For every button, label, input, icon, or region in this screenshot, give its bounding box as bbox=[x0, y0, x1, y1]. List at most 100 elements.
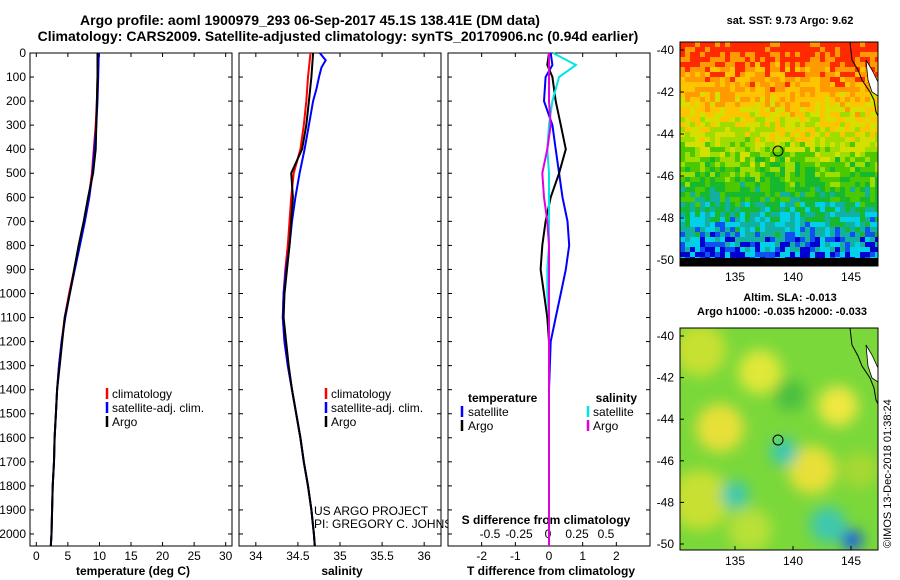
sst-pixel bbox=[725, 127, 730, 132]
sst-pixel bbox=[750, 82, 755, 87]
sst-pixel bbox=[705, 117, 710, 122]
map-y-tick-label: -46 bbox=[657, 169, 675, 183]
sst-pixel bbox=[710, 177, 715, 182]
sst-pixel bbox=[790, 157, 795, 162]
sst-pixel bbox=[695, 52, 700, 57]
sst-pixel bbox=[730, 147, 735, 152]
sst-pixel bbox=[735, 247, 740, 252]
sst-pixel bbox=[705, 157, 710, 162]
sst-pixel bbox=[695, 112, 700, 117]
sst-pixel bbox=[810, 222, 815, 227]
sst-pixel bbox=[775, 182, 780, 187]
sst-pixel bbox=[725, 102, 730, 107]
sst-pixel bbox=[725, 72, 730, 77]
sst-pixel bbox=[820, 197, 825, 202]
sst-pixel bbox=[860, 97, 865, 102]
sst-pixel bbox=[790, 117, 795, 122]
sst-pixel bbox=[700, 52, 705, 57]
sst-pixel bbox=[830, 232, 835, 237]
sst-pixel bbox=[765, 242, 770, 247]
sst-pixel bbox=[795, 102, 800, 107]
sst-pixel bbox=[850, 47, 855, 52]
sst-pixel bbox=[800, 67, 805, 72]
sst-pixel bbox=[830, 47, 835, 52]
sst-pixel bbox=[770, 212, 775, 217]
sst-pixel bbox=[805, 182, 810, 187]
sst-pixel bbox=[875, 242, 878, 247]
sst-pixel bbox=[725, 222, 730, 227]
sst-pixel bbox=[860, 232, 865, 237]
sst-mask bbox=[680, 258, 878, 266]
sst-pixel bbox=[830, 177, 835, 182]
sst-pixel bbox=[810, 47, 815, 52]
sst-pixel bbox=[695, 187, 700, 192]
sst-pixel bbox=[770, 227, 775, 232]
sst-pixel bbox=[700, 112, 705, 117]
sst-pixel bbox=[735, 97, 740, 102]
sst-pixel bbox=[835, 157, 840, 162]
sst-pixel bbox=[785, 67, 790, 72]
sst-pixel bbox=[720, 222, 725, 227]
sst-pixel bbox=[760, 117, 765, 122]
sst-pixel bbox=[690, 252, 695, 257]
sst-pixel bbox=[810, 202, 815, 207]
sst-pixel bbox=[860, 172, 865, 177]
sst-pixel bbox=[815, 127, 820, 132]
sst-pixel bbox=[760, 72, 765, 77]
sst-pixel bbox=[715, 97, 720, 102]
sst-pixel bbox=[790, 102, 795, 107]
sst-pixel bbox=[770, 162, 775, 167]
sst-pixel bbox=[750, 157, 755, 162]
sst-pixel bbox=[770, 52, 775, 57]
legend-entry: satellite bbox=[468, 405, 509, 419]
sst-pixel bbox=[695, 252, 700, 257]
sst-pixel bbox=[680, 152, 685, 157]
sst-pixel bbox=[715, 42, 720, 47]
sst-pixel bbox=[700, 127, 705, 132]
sst-pixel bbox=[795, 42, 800, 47]
sst-pixel bbox=[820, 227, 825, 232]
sst-pixel bbox=[725, 122, 730, 127]
sst-pixel bbox=[720, 147, 725, 152]
sst-pixel bbox=[845, 117, 850, 122]
sst-pixel bbox=[825, 142, 830, 147]
sst-pixel bbox=[825, 82, 830, 87]
sst-pixel bbox=[745, 232, 750, 237]
sst-pixel bbox=[835, 107, 840, 112]
sst-pixel bbox=[815, 177, 820, 182]
sst-pixel bbox=[850, 57, 855, 62]
sst-pixel bbox=[745, 197, 750, 202]
sst-pixel bbox=[705, 67, 710, 72]
sst-pixel bbox=[725, 252, 730, 257]
sst-pixel bbox=[765, 82, 770, 87]
sst-pixel bbox=[815, 242, 820, 247]
sst-pixel bbox=[730, 232, 735, 237]
sst-pixel bbox=[760, 97, 765, 102]
sst-pixel bbox=[815, 87, 820, 92]
sst-pixel bbox=[770, 207, 775, 212]
legend-entry: climatology bbox=[112, 387, 172, 401]
sst-pixel bbox=[805, 137, 810, 142]
sst-pixel bbox=[685, 182, 690, 187]
sla-anomaly-blob bbox=[728, 508, 772, 550]
sst-pixel bbox=[830, 197, 835, 202]
sst-pixel bbox=[700, 247, 705, 252]
sst-pixel bbox=[875, 142, 878, 147]
sst-pixel bbox=[860, 117, 865, 122]
sst-pixel bbox=[765, 202, 770, 207]
sst-pixel bbox=[725, 87, 730, 92]
sst-pixel bbox=[750, 62, 755, 67]
sst-pixel bbox=[690, 82, 695, 87]
sst-pixel bbox=[680, 137, 685, 142]
sst-pixel bbox=[865, 122, 870, 127]
sst-pixel bbox=[750, 132, 755, 137]
sst-pixel bbox=[800, 207, 805, 212]
sst-pixel bbox=[805, 132, 810, 137]
sst-pixel bbox=[815, 107, 820, 112]
sst-pixel bbox=[815, 227, 820, 232]
sst-pixel bbox=[825, 57, 830, 62]
sst-pixel bbox=[780, 222, 785, 227]
sst-pixel bbox=[875, 157, 878, 162]
sst-pixel bbox=[820, 47, 825, 52]
sst-pixel bbox=[850, 217, 855, 222]
